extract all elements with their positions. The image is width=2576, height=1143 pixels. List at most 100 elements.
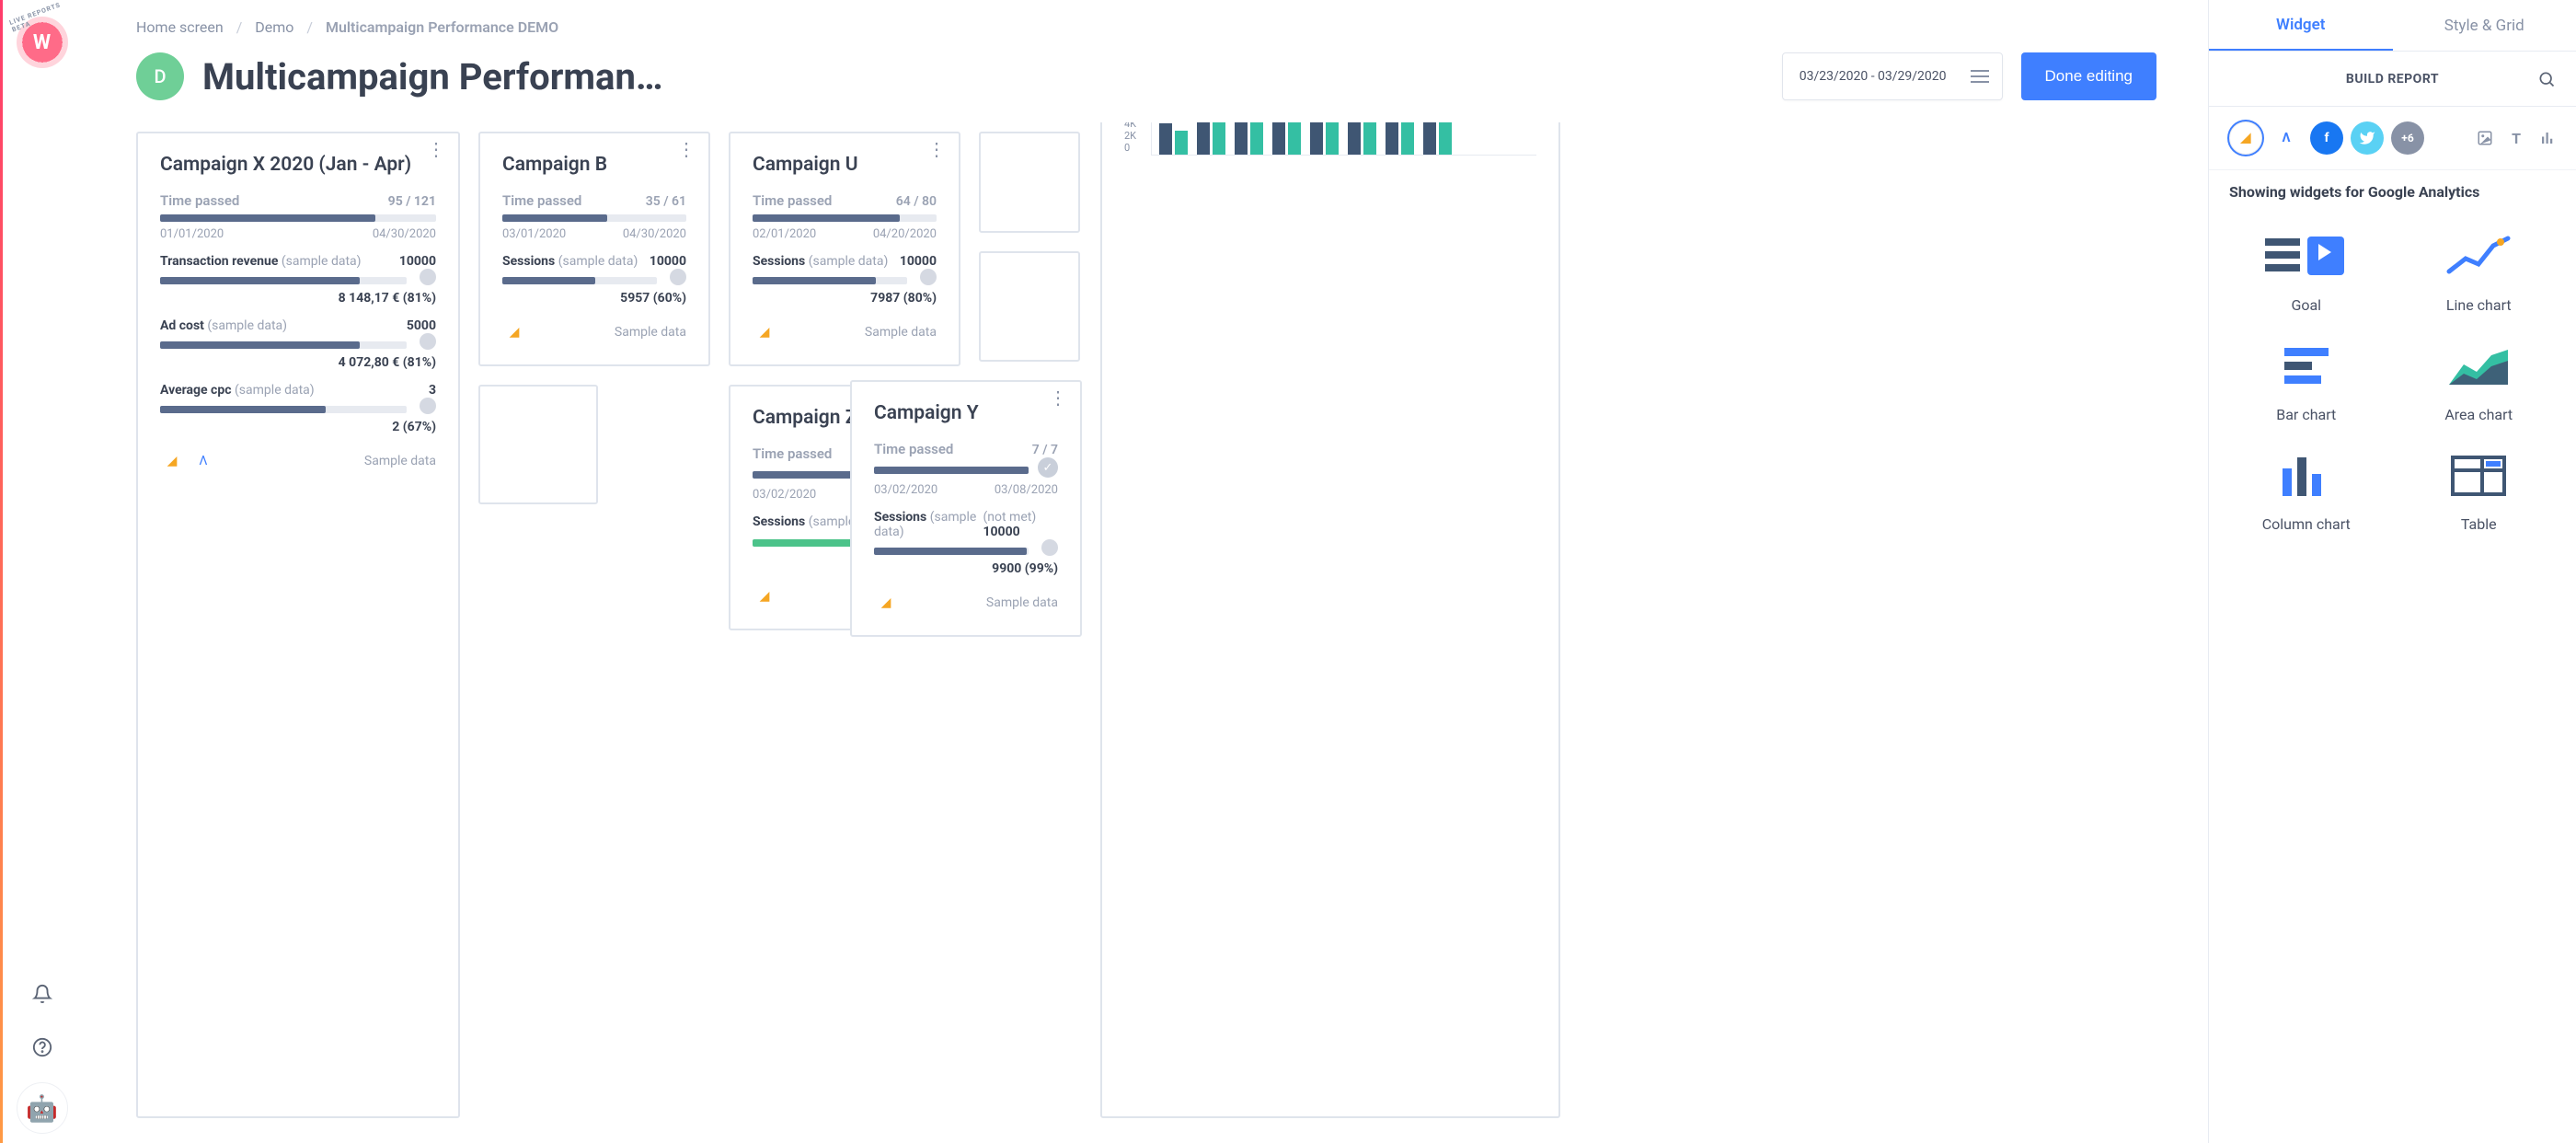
sample-data-label: Sample data bbox=[364, 454, 436, 468]
report-avatar: D bbox=[136, 52, 184, 100]
card-title: Campaign X 2020 (Jan - Apr) bbox=[160, 154, 436, 176]
date-end: 04/20/2020 bbox=[873, 227, 937, 241]
metric-knob bbox=[420, 398, 436, 414]
metric-sample: (sample data) bbox=[235, 383, 315, 398]
data-source-row: ◢ Λ f +6 T bbox=[2209, 107, 2576, 170]
metric-knob bbox=[1041, 539, 1058, 556]
widget-label: Column chart bbox=[2262, 515, 2351, 533]
date-start: 02/01/2020 bbox=[753, 227, 816, 241]
breadcrumb: Home screen / Demo / Multicampaign Perfo… bbox=[85, 0, 2208, 36]
source-google-analytics[interactable]: ◢ bbox=[2229, 121, 2262, 155]
card-revenue-chart[interactable]: ⋮ Campaign X Revenue 2020 10K8K6K4K2K0 bbox=[1100, 122, 1560, 1118]
card-campaign-b[interactable]: ⋮ Campaign B Time passed35 / 61 03/01/20… bbox=[478, 132, 710, 366]
date-end: 03/08/2020 bbox=[995, 483, 1058, 497]
widget-type-table[interactable]: Table bbox=[2402, 449, 2557, 533]
metric-status: (not met) bbox=[983, 510, 1036, 525]
time-value: 7 / 7 bbox=[1032, 443, 1058, 457]
time-value: 64 / 80 bbox=[896, 194, 937, 209]
time-label: Time passed bbox=[753, 192, 832, 209]
time-label: Time passed bbox=[753, 445, 832, 462]
metric-label: Sessions bbox=[502, 254, 555, 269]
card-campaign-y[interactable]: ⋮ Campaign Y Time passed 7 / 7 ✓ 03/02/20… bbox=[850, 380, 1082, 637]
empty-widget-slot[interactable] bbox=[478, 385, 598, 504]
widget-label: Line chart bbox=[2446, 296, 2512, 314]
breadcrumb-home[interactable]: Home screen bbox=[136, 18, 224, 36]
widget-type-column[interactable]: Column chart bbox=[2229, 449, 2384, 533]
search-icon[interactable] bbox=[2537, 70, 2556, 88]
time-progress bbox=[160, 214, 436, 222]
metric-result: 2 (67%) bbox=[160, 420, 436, 434]
date-start: 03/02/2020 bbox=[753, 488, 816, 502]
breadcrumb-current: Multicampaign Performance DEMO bbox=[326, 18, 558, 36]
metric-label: Transaction revenue bbox=[160, 254, 278, 269]
source-facebook[interactable]: f bbox=[2310, 121, 2343, 155]
dashboard-board: ⋮ Campaign X 2020 (Jan - Apr) Time passe… bbox=[85, 122, 2208, 1118]
metric-knob bbox=[420, 333, 436, 350]
metric-target: 3 bbox=[429, 383, 436, 398]
metric-progress bbox=[874, 548, 1029, 555]
app-logo[interactable]: LIVE REPORTS BETA W bbox=[17, 17, 68, 68]
card-menu-icon[interactable]: ⋮ bbox=[1049, 395, 1067, 400]
time-label: Time passed bbox=[874, 441, 953, 457]
sample-data-label: Sample data bbox=[615, 325, 686, 340]
widget-label: Area chart bbox=[2444, 406, 2513, 423]
metric-result: 8 148,17 € (81%) bbox=[160, 291, 436, 306]
date-menu-icon[interactable] bbox=[1971, 69, 1989, 84]
ga-icon: ◢ bbox=[753, 320, 776, 344]
check-icon: ✓ bbox=[1038, 457, 1058, 478]
tab-widget[interactable]: Widget bbox=[2209, 0, 2393, 51]
metric-sample: (sample data) bbox=[282, 254, 362, 269]
card-menu-icon[interactable]: ⋮ bbox=[427, 146, 445, 152]
date-range-picker[interactable]: 03/23/2020 - 03/29/2020 bbox=[1782, 52, 2003, 100]
chart-y-labels: 10K8K6K4K2K0 bbox=[1124, 122, 1142, 157]
metric-target: 10000 bbox=[983, 525, 1019, 539]
column-chart-icon bbox=[2277, 449, 2336, 501]
ga-icon: ◢ bbox=[753, 584, 776, 608]
ga-icon: ◢ bbox=[502, 320, 526, 344]
widget-label: Goal bbox=[2291, 296, 2321, 314]
date-start: 03/01/2020 bbox=[502, 227, 566, 241]
widget-type-area[interactable]: Area chart bbox=[2402, 340, 2557, 423]
notifications-icon[interactable] bbox=[24, 976, 61, 1012]
page-title: Multicampaign Performan… bbox=[202, 55, 663, 98]
metric-progress bbox=[160, 406, 407, 413]
date-range-text: 03/23/2020 - 03/29/2020 bbox=[1800, 69, 1947, 84]
widget-type-bar[interactable]: Bar chart bbox=[2229, 340, 2384, 423]
chatbot-icon[interactable]: 🤖 bbox=[17, 1082, 68, 1134]
ga-icon: ◢ bbox=[160, 449, 184, 473]
area-chart-icon bbox=[2445, 340, 2512, 391]
image-widget-icon[interactable] bbox=[2477, 130, 2493, 147]
date-end: 04/30/2020 bbox=[373, 227, 436, 241]
tab-style-grid[interactable]: Style & Grid bbox=[2393, 0, 2576, 51]
card-title: Campaign Y bbox=[874, 402, 1058, 424]
metric-label: Sessions bbox=[753, 254, 805, 269]
time-label: Time passed bbox=[160, 192, 239, 209]
card-campaign-u[interactable]: ⋮ Campaign U Time passed64 / 80 02/01/20… bbox=[729, 132, 960, 366]
bar-chart-icon bbox=[2281, 340, 2332, 391]
source-twitter[interactable] bbox=[2351, 121, 2384, 155]
card-campaign-x[interactable]: ⋮ Campaign X 2020 (Jan - Apr) Time passe… bbox=[136, 132, 460, 1118]
card-menu-icon[interactable]: ⋮ bbox=[927, 146, 946, 152]
text-widget-icon[interactable]: T bbox=[2512, 130, 2521, 147]
time-value: 35 / 61 bbox=[646, 194, 686, 209]
help-icon[interactable] bbox=[24, 1029, 61, 1066]
empty-widget-slot[interactable] bbox=[979, 251, 1080, 362]
breadcrumb-demo[interactable]: Demo bbox=[255, 18, 293, 36]
build-report-header: BUILD REPORT bbox=[2209, 52, 2576, 107]
card-menu-icon[interactable]: ⋮ bbox=[677, 146, 696, 152]
time-progress bbox=[753, 214, 937, 222]
metric-target: 10000 bbox=[900, 254, 937, 269]
metric-label: Ad cost bbox=[160, 318, 204, 333]
source-more[interactable]: +6 bbox=[2391, 121, 2424, 155]
metric-label: Sessions bbox=[874, 510, 926, 525]
empty-widget-slot[interactable] bbox=[979, 132, 1080, 233]
date-start: 03/02/2020 bbox=[874, 483, 937, 497]
chart-widget-icon[interactable] bbox=[2539, 130, 2556, 147]
metric-label: Sessions bbox=[753, 514, 805, 529]
done-editing-button[interactable]: Done editing bbox=[2021, 52, 2156, 100]
source-google-ads[interactable]: Λ bbox=[2270, 121, 2303, 155]
widget-type-line[interactable]: Line chart bbox=[2402, 230, 2557, 314]
widget-type-goal[interactable]: Goal bbox=[2229, 230, 2384, 314]
time-value: 95 / 121 bbox=[388, 194, 436, 209]
metric-target: 5000 bbox=[407, 318, 436, 333]
